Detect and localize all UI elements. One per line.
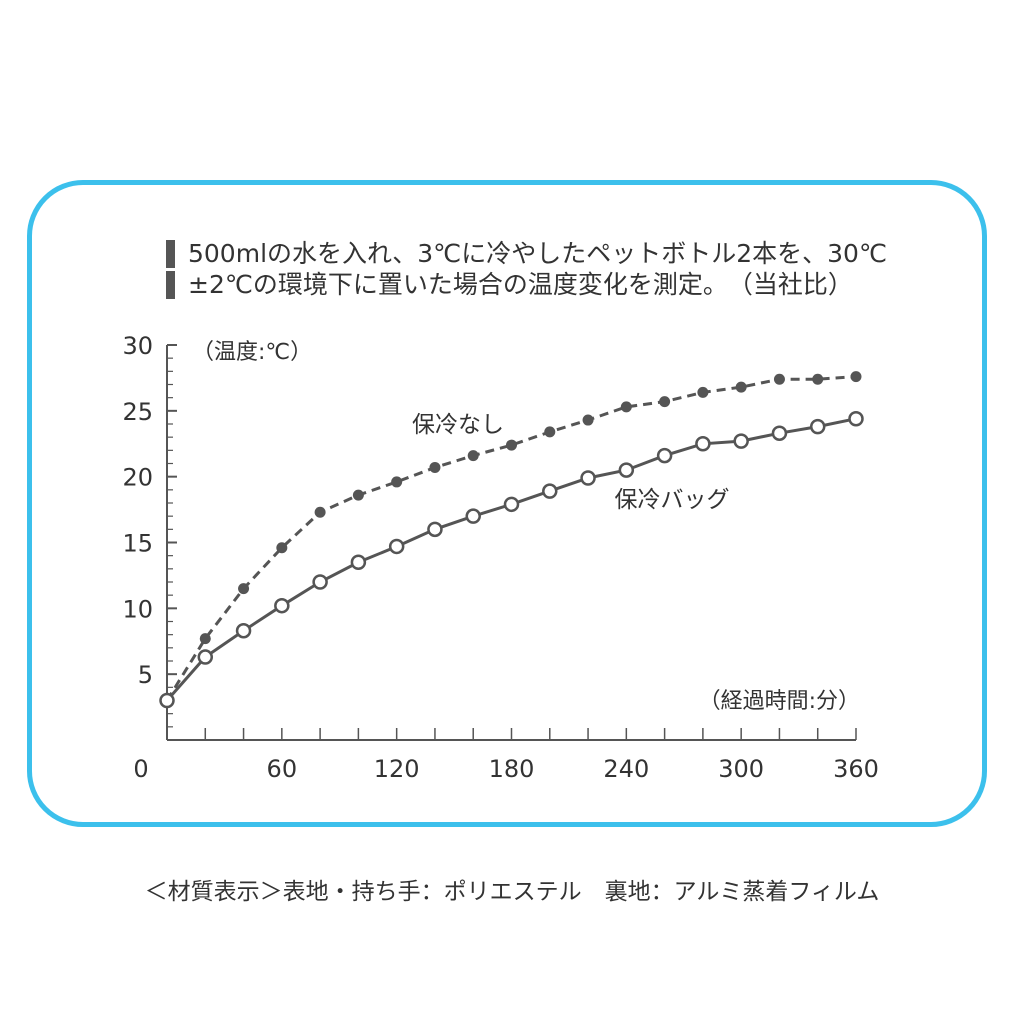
series-2-point xyxy=(159,692,175,709)
series-1-point xyxy=(697,386,709,398)
y-tick-label: 25 xyxy=(122,398,153,426)
x-axis-title: （経過時間:分） xyxy=(699,689,860,714)
y-tick-label: 15 xyxy=(122,530,153,558)
y-tick-label: 10 xyxy=(122,595,153,623)
series-2-point xyxy=(503,496,520,513)
series-1-point xyxy=(544,426,556,438)
series-1-point xyxy=(352,489,364,501)
series-2-point xyxy=(809,418,826,435)
y-tick-label: 20 xyxy=(122,464,153,492)
series-1-point xyxy=(812,373,824,385)
series-1-point xyxy=(735,381,747,393)
series-2-point xyxy=(388,538,405,555)
x-tick-label: 120 xyxy=(374,755,420,783)
series-2-point xyxy=(771,425,788,441)
series-line-1 xyxy=(165,375,857,702)
x-tick-label: 360 xyxy=(833,755,879,783)
series-1-point xyxy=(429,461,441,473)
x-tick-label: 300 xyxy=(718,755,764,783)
series-2-point xyxy=(465,508,481,524)
series-1-point xyxy=(238,583,250,595)
series-1-point xyxy=(314,506,326,518)
series-2-point xyxy=(580,470,596,486)
series-2-point xyxy=(656,447,673,464)
series-1-point xyxy=(850,371,862,383)
series-1-point xyxy=(773,373,785,385)
series-line-2 xyxy=(165,417,857,702)
series-label-2: 保冷バッグ xyxy=(615,487,730,513)
series-2-point xyxy=(235,622,252,639)
series-2-point xyxy=(733,433,749,449)
series-label-1: 保冷なし xyxy=(412,412,504,438)
series-1-point xyxy=(391,476,403,488)
y-axis-title: （温度:℃） xyxy=(192,340,312,365)
series-2-point xyxy=(427,521,443,538)
series-2-point xyxy=(542,483,558,499)
y-tick-label: 30 xyxy=(122,332,153,360)
series-1-point xyxy=(467,450,479,462)
series-2-point xyxy=(695,436,711,452)
series-1-point xyxy=(276,542,288,554)
note-line-1: 500mlの水を入れ、3℃に冷やしたペットボトル2本を、30℃ xyxy=(188,239,888,268)
note-line-2: ±2℃の環境下に置いた場合の温度変化を測定。 （当社比） xyxy=(188,270,853,299)
x-tick-label: 60 xyxy=(267,755,298,783)
series-2-point xyxy=(848,410,864,427)
series-2-point xyxy=(312,574,328,590)
series-1-point xyxy=(620,401,632,413)
series-1-point xyxy=(506,439,517,451)
x-tick-label: 240 xyxy=(603,755,649,783)
series-1-point xyxy=(582,414,594,426)
series-1-point xyxy=(659,396,671,408)
y-tick-label: 5 xyxy=(138,661,153,689)
note-marker-bar xyxy=(166,271,175,299)
x-tick-label: 0 xyxy=(133,755,148,783)
series-2-point xyxy=(350,554,367,570)
x-tick-label: 180 xyxy=(489,755,535,783)
series-1-point xyxy=(199,633,211,645)
series-2-point xyxy=(197,649,214,665)
series-2-point xyxy=(274,597,290,614)
note-marker-bar xyxy=(166,240,175,268)
material-description: ＜材質表示＞表地・持ち手：ポリエステル 裏地：アルミ蒸着フィルム xyxy=(144,879,880,905)
series-2-point xyxy=(618,462,635,478)
